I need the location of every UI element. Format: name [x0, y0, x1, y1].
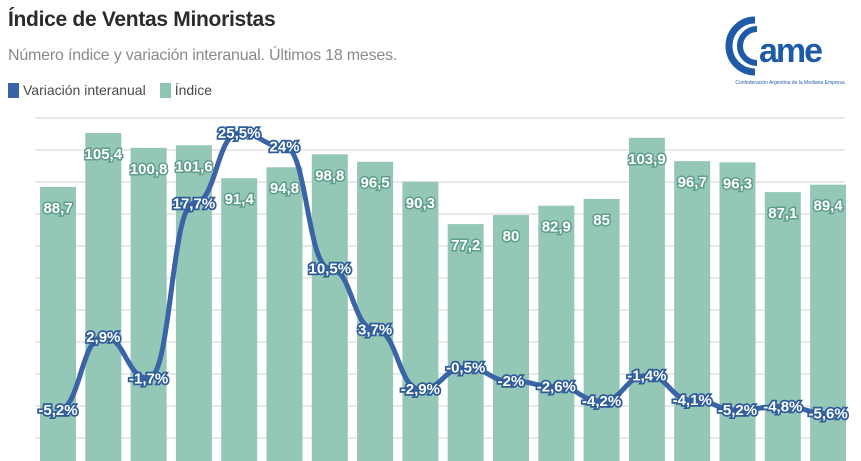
- bar: [357, 161, 394, 461]
- bar-value-label: 94,8: [270, 180, 299, 197]
- legend-swatch-line-icon: [8, 82, 19, 98]
- line-value-label: -5,2%: [718, 402, 757, 419]
- line-value-label: -0,5%: [446, 360, 485, 377]
- line-value-label: -2,6%: [537, 378, 576, 395]
- bar: [628, 137, 665, 461]
- bar-value-label: 105,4: [85, 146, 123, 163]
- svg-text:ame: ame: [759, 32, 822, 70]
- line-value-label: 2,9%: [86, 329, 120, 346]
- bar: [402, 181, 439, 461]
- legend-item-variacion: Variación interanual: [8, 82, 146, 98]
- bar-value-label: 98,8: [315, 167, 344, 184]
- bar: [266, 167, 303, 461]
- line-value-label: 17,7%: [173, 195, 216, 212]
- bar-labels: 88,7 105,4 100,8 101,6 91,4 94,8 98,8 96,5 90,3 7…: [42, 145, 845, 256]
- bar-value-label: 80: [503, 228, 520, 245]
- line-value-label: 25,5%: [218, 125, 261, 142]
- bar-value-label: 100,8: [130, 161, 168, 178]
- legend-swatch-bar-icon: [159, 82, 171, 98]
- bar-series-indice: [40, 133, 847, 461]
- chart-title: Índice de Ventas Minoristas: [8, 8, 276, 31]
- bar: [130, 147, 167, 461]
- line-value-label: -5,6%: [809, 406, 848, 423]
- bar-value-label: 77,2: [451, 237, 480, 254]
- legend: Variación interanual Índice: [8, 82, 226, 98]
- legend-item-indice: Índice: [159, 82, 213, 98]
- bar-value-label: 87,1: [768, 205, 797, 222]
- bar-value-label: 96,5: [360, 175, 389, 192]
- line-value-label: -5,2%: [38, 402, 77, 419]
- line-series-variacion: [57, 130, 829, 417]
- legend-label: Variación interanual: [23, 82, 146, 98]
- bar: [493, 215, 529, 461]
- bar: [311, 154, 348, 461]
- came-logo-icon: ame: [725, 16, 824, 76]
- bar-value-label: 96,3: [723, 175, 752, 192]
- line-value-label: -1,7%: [129, 370, 168, 387]
- bar: [221, 178, 258, 461]
- bar: [85, 133, 122, 461]
- bar: [674, 161, 711, 461]
- bar-value-label: 82,9: [542, 219, 571, 236]
- logo-tagline: Confederación Argentina de la Mediana Em…: [735, 80, 845, 86]
- line-value-label: -1,4%: [627, 368, 666, 385]
- line-value-label: 3,7%: [358, 322, 392, 339]
- bar-value-label: 103,9: [628, 151, 666, 168]
- bar-value-label: 91,4: [225, 191, 255, 208]
- variation-line: [57, 130, 829, 417]
- came-logo: ame Confederación Argentina de la Median…: [725, 12, 855, 102]
- line-value-label: -4,8%: [763, 398, 802, 415]
- bar: [40, 186, 76, 461]
- bar-value-label: 101,6: [175, 158, 213, 175]
- bar-value-label: 85: [593, 212, 610, 229]
- bar: [764, 192, 801, 461]
- line-value-label: -2%: [498, 373, 525, 390]
- line-value-label: -4,2%: [582, 393, 621, 410]
- line-value-label: 24%: [269, 139, 299, 156]
- line-value-label: 10,5%: [309, 260, 352, 277]
- bar-value-label: 88,7: [43, 200, 72, 217]
- line-labels: -5,2% 2,9% -1,7% 17,7% 25,5% 24% 10,5% 3,7% -2,9…: [37, 123, 850, 424]
- bar: [447, 224, 484, 461]
- bar-value-label: 96,7: [678, 174, 707, 191]
- bar-value-label: 90,3: [406, 195, 435, 212]
- bar: [583, 198, 620, 461]
- line-value-label: -2,9%: [401, 381, 440, 398]
- chart-subtitle: Número índice y variación interanual. Úl…: [8, 47, 398, 64]
- bar-value-label: 89,4: [813, 198, 843, 215]
- legend-label: Índice: [174, 82, 213, 98]
- bar: [538, 205, 575, 461]
- line-value-label: -4,1%: [673, 392, 712, 409]
